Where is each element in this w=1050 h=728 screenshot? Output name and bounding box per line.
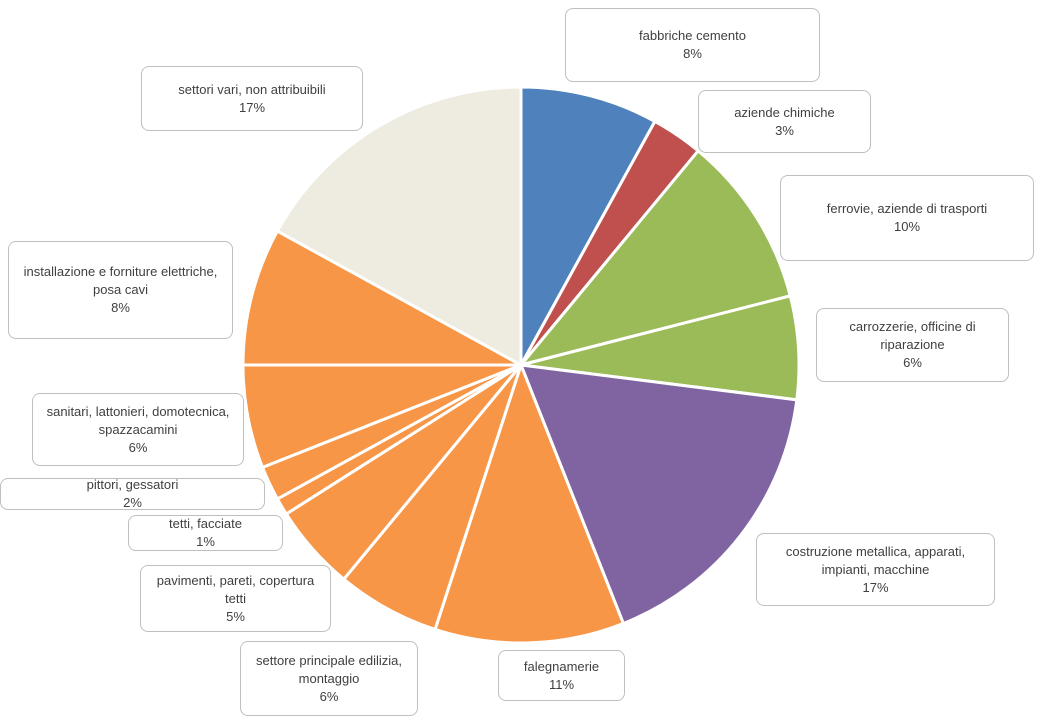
data-label: installazione e forniture elettriche, po… (8, 241, 233, 339)
value-label: 17% (238, 99, 266, 115)
value-label: 11% (548, 676, 575, 692)
value-label: 8% (111, 300, 130, 315)
pie-slice (241, 229, 523, 367)
value-label: 17% (862, 579, 889, 595)
data-label: costruzione metallica, apparati, impiant… (756, 533, 995, 606)
data-label: falegnamerie 11% (498, 650, 625, 701)
category-label: installazione e forniture elettriche, po… (23, 264, 218, 297)
category-label: fabbriche cemento (639, 28, 746, 43)
category-label: sanitari, lattonieri, domotecnica, spazz… (46, 403, 230, 437)
value-label: 6% (903, 355, 922, 370)
category-label: tetti, facciate (169, 516, 242, 531)
data-label: pittori, gessatori 2% (0, 477, 265, 510)
value-label: 5% (226, 608, 245, 624)
value-label: 8% (683, 46, 702, 61)
data-label: carrozzerie, officine di riparazione 6% (816, 308, 1009, 382)
data-label: settore principale edilizia, montaggio 6% (240, 641, 418, 716)
data-label: ferrovie, aziende di trasporti 10% (780, 175, 1034, 261)
pie-slice (519, 85, 657, 367)
data-label: settori vari, non attribuibili 17% (141, 66, 363, 131)
data-label: sanitari, lattonieri, domotecnica, spazz… (32, 393, 244, 466)
value-label: 3% (775, 122, 794, 138)
value-label: 2% (123, 495, 142, 510)
category-label: falegnamerie (523, 658, 600, 674)
pie-slice (275, 85, 523, 367)
value-label: 6% (128, 439, 148, 455)
category-label: pavimenti, pareti, copertura tetti (156, 572, 315, 606)
value-label: 1% (196, 534, 215, 549)
data-label: tetti, facciate 1% (128, 515, 283, 551)
category-label: ferrovie, aziende di trasporti (826, 201, 988, 216)
category-label: costruzione metallica, apparati, impiant… (785, 543, 966, 577)
value-label: 6% (319, 688, 339, 704)
pie-slice (519, 149, 792, 367)
pie-slice (433, 363, 625, 645)
pie-slice (519, 363, 799, 625)
category-label: settori vari, non attribuibili (178, 81, 326, 97)
data-label: fabbriche cemento 8% (565, 8, 820, 82)
data-label: aziende chimiche 3% (698, 90, 871, 153)
value-label: 10% (893, 219, 921, 234)
category-label: settore principale edilizia, montaggio (256, 652, 402, 686)
category-label: pittori, gessatori (86, 477, 179, 492)
category-label: aziende chimiche (734, 104, 835, 120)
data-label: pavimenti, pareti, copertura tetti 5% (140, 565, 331, 632)
category-label: carrozzerie, officine di riparazione (849, 319, 976, 352)
